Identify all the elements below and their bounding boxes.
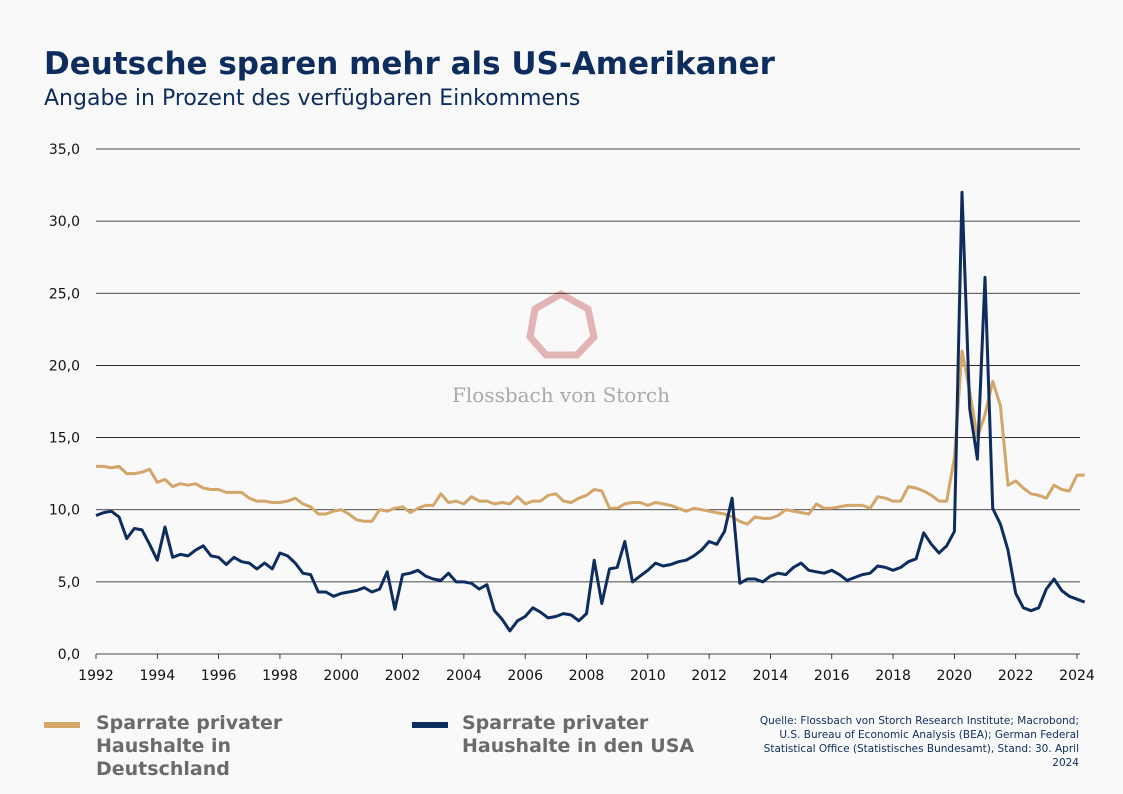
x-tick-label: 2014 <box>753 668 789 684</box>
watermark-logo <box>526 289 598 359</box>
y-tick-label: 0,0 <box>58 647 80 663</box>
x-tick-label: 2010 <box>630 668 666 684</box>
chart-title: Deutsche sparen mehr als US-Amerikaner <box>44 46 775 82</box>
y-tick-label: 10,0 <box>49 503 80 519</box>
x-tick-label: 2018 <box>875 668 911 684</box>
x-tick-label: 2002 <box>385 668 421 684</box>
x-tick-label: 1996 <box>201 668 237 684</box>
y-tick-label: 20,0 <box>49 358 80 374</box>
y-tick-label: 25,0 <box>49 286 80 302</box>
y-tick-label: 5,0 <box>58 575 80 591</box>
watermark: Flossbach von Storch <box>452 383 670 407</box>
x-tick-label: 2022 <box>998 668 1034 684</box>
x-tick-label: 1994 <box>139 668 175 684</box>
legend-swatch <box>44 722 80 728</box>
x-tick-label: 1998 <box>262 668 298 684</box>
x-tick-label: 2016 <box>814 668 850 684</box>
y-tick-label: 15,0 <box>49 431 80 447</box>
x-tick-label: 2024 <box>1059 668 1095 684</box>
y-tick-label: 30,0 <box>49 214 80 230</box>
legend-swatch <box>412 722 448 728</box>
x-tick-label: 2008 <box>569 668 605 684</box>
x-tick-label: 1992 <box>78 668 114 684</box>
x-tick-label: 2000 <box>323 668 359 684</box>
x-tick-label: 2006 <box>507 668 543 684</box>
source-note: Quelle: Flossbach von Storch Research In… <box>759 715 1079 769</box>
x-tick-label: 2020 <box>937 668 973 684</box>
series-line <box>95 190 1086 633</box>
legend-label: Sparrate privater Haushalte in den USA <box>462 712 695 757</box>
legend-label: Sparrate privater Haushalte in Deutschla… <box>96 712 283 780</box>
x-tick-label: 2004 <box>446 668 482 684</box>
series-line <box>96 349 1085 526</box>
chart-subtitle: Angabe in Prozent des verfügbaren Einkom… <box>44 86 581 111</box>
y-tick-label: 35,0 <box>49 142 80 158</box>
x-tick-label: 2012 <box>691 668 727 684</box>
